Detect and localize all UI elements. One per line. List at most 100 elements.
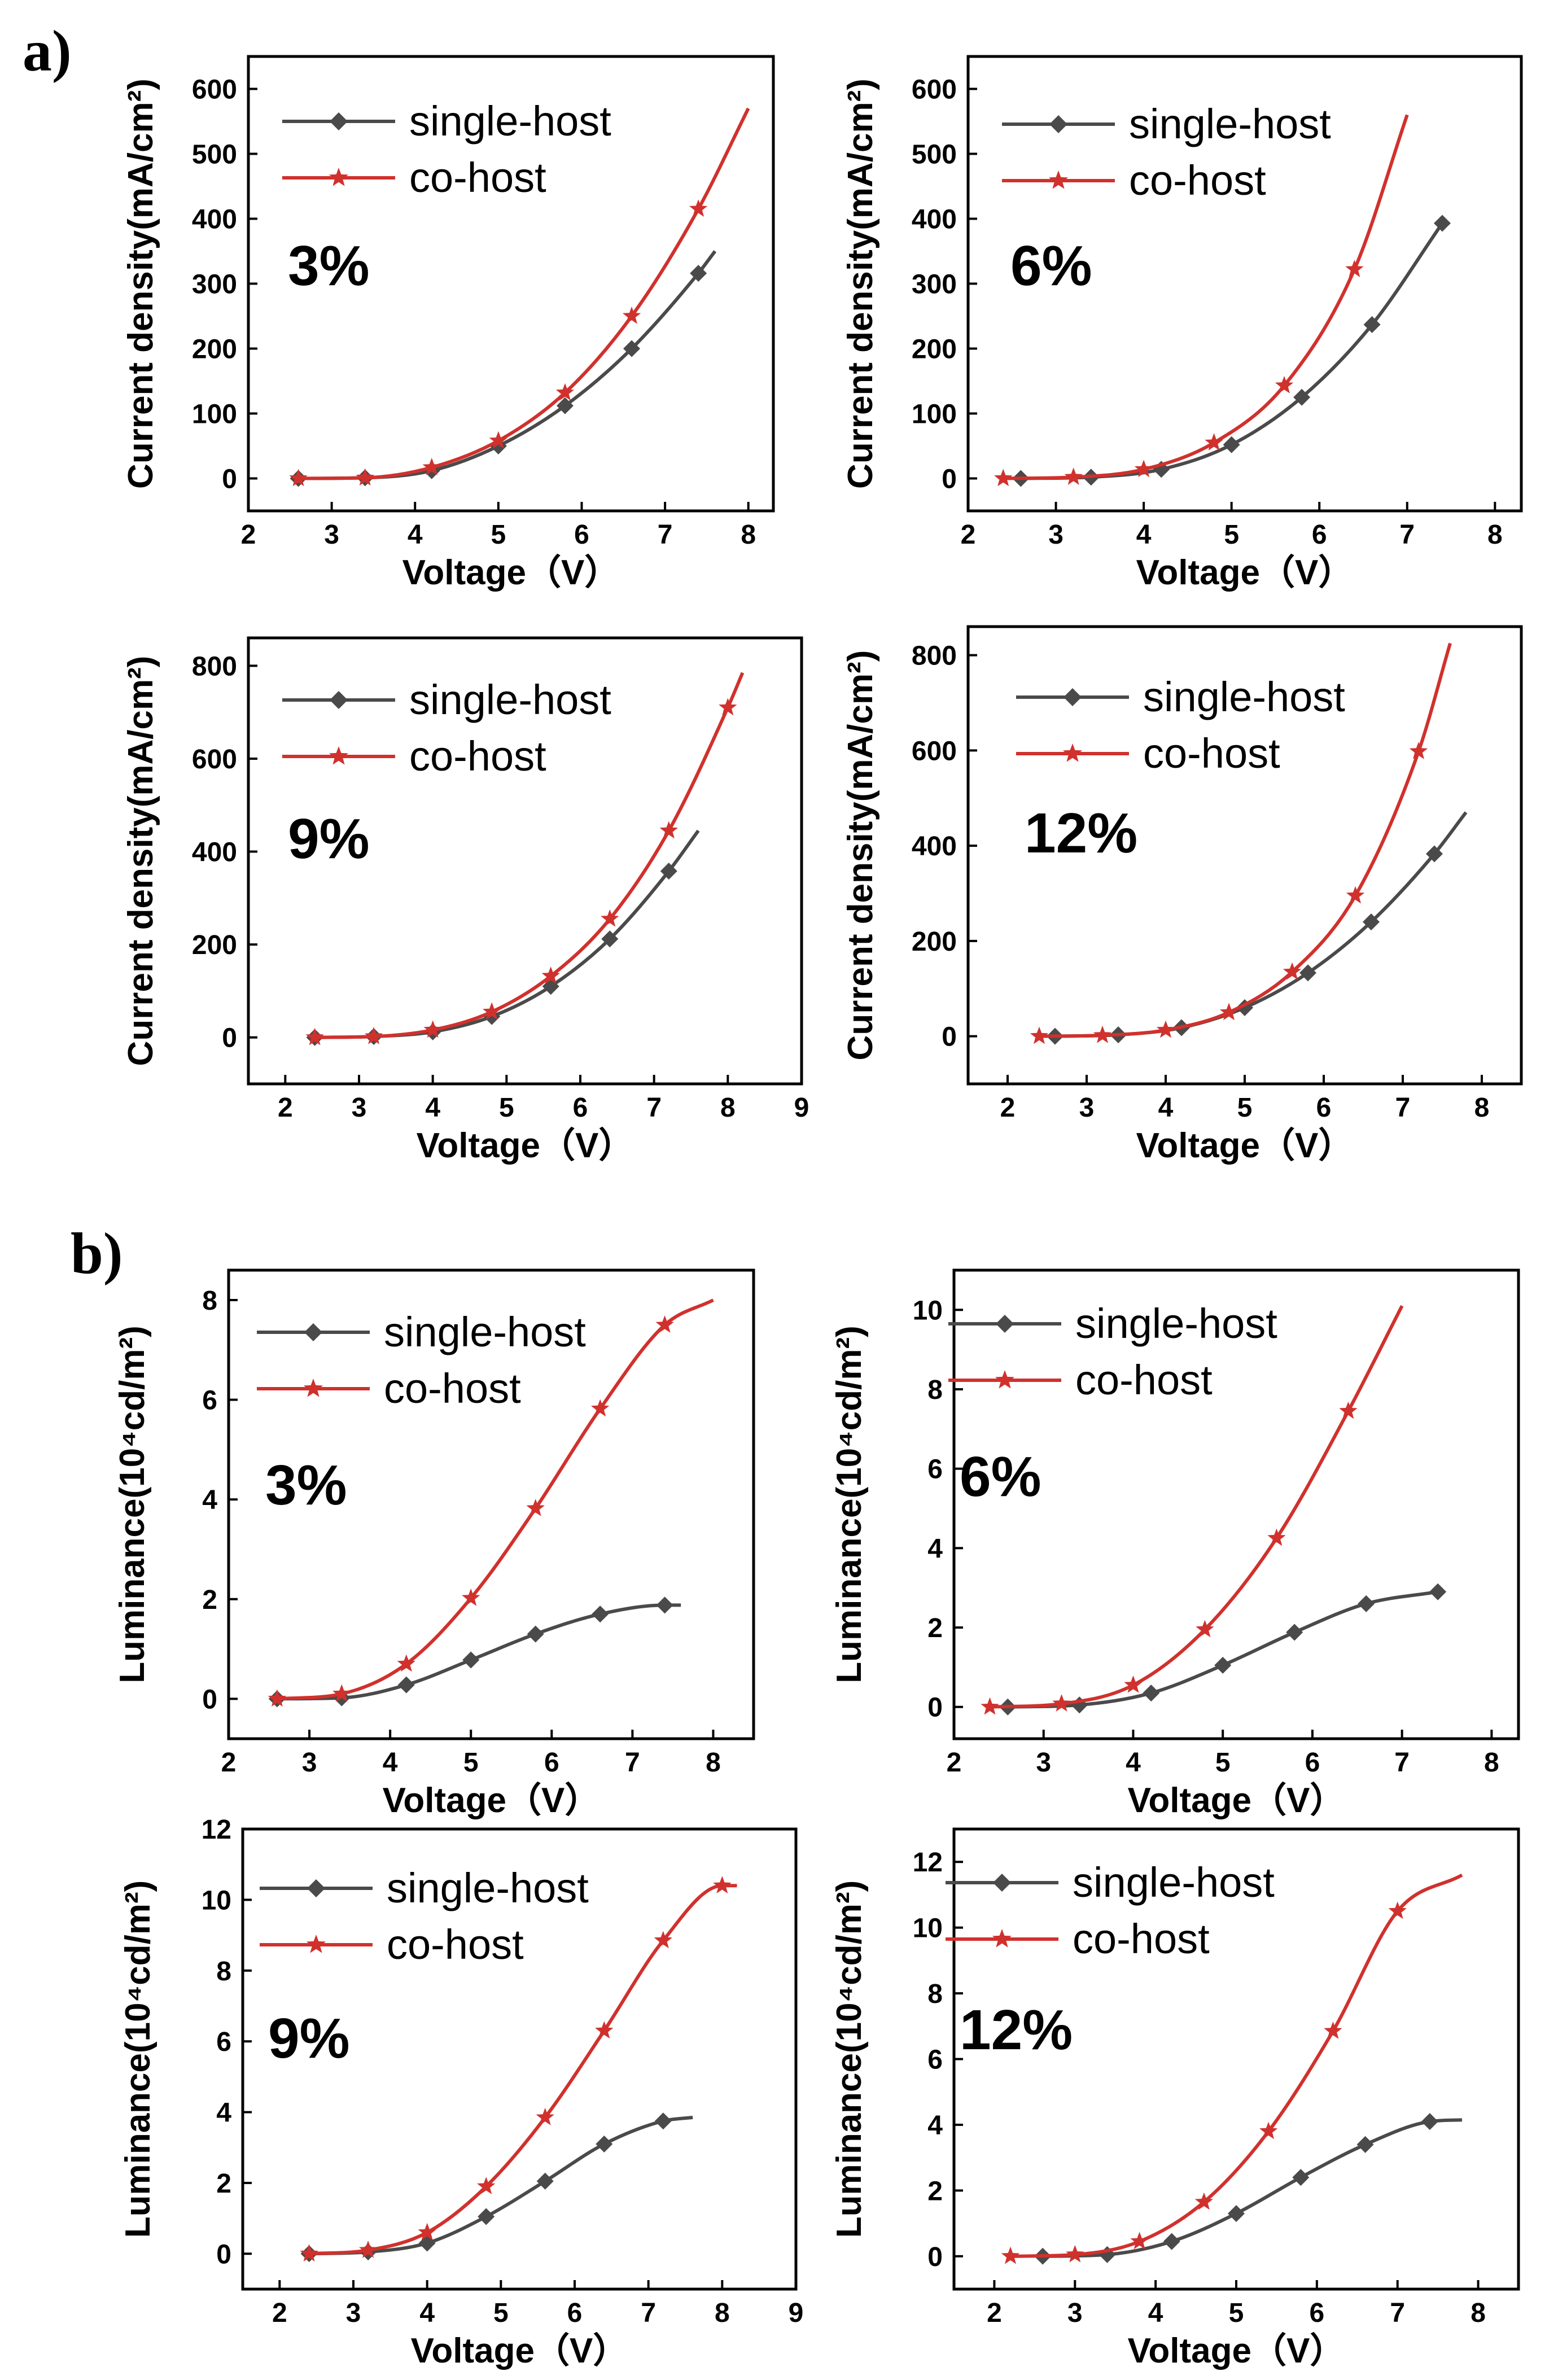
doping-annotation: 3% (288, 234, 370, 298)
x-tick-label: 4 (1136, 520, 1152, 550)
data-point-co-host (1339, 1401, 1358, 1419)
legend-marker-single-host (996, 1315, 1014, 1333)
x-tick-label: 4 (1126, 1748, 1141, 1778)
series-line-single-host (1043, 2118, 1463, 2258)
y-tick-label: 600 (192, 745, 237, 775)
y-tick-label: 8 (927, 1375, 943, 1405)
data-point-co-host (981, 1697, 999, 1715)
data-point-co-host (1196, 1620, 1214, 1638)
legend-label-single-host: single-host (1143, 673, 1345, 720)
y-tick-label: 800 (192, 651, 237, 681)
y-tick-label: 2 (927, 2176, 943, 2206)
x-tick-label: 4 (1148, 2298, 1163, 2328)
data-point-single-host (596, 2135, 613, 2152)
x-axis-title: Voltage（V） (1136, 553, 1354, 592)
x-tick-label: 2 (272, 2298, 287, 2328)
y-tick-label: 300 (912, 270, 957, 300)
x-tick-label: 6 (1305, 1748, 1320, 1778)
legend-marker-single-host (307, 1879, 325, 1897)
x-tick-label: 3 (346, 2298, 361, 2328)
x-tick-label: 5 (493, 2298, 509, 2328)
data-point-co-host (1346, 886, 1365, 904)
x-tick-label: 8 (741, 520, 756, 550)
chart-b-3: 2 3 4 5 6 7 8 0 2 4 6 8 Voltage（V） Luminance(10⁴cd/m²… (113, 1268, 755, 1820)
legend-label-single-host: single-host (1075, 1300, 1277, 1347)
y-tick-label: 8 (927, 1979, 943, 2009)
data-point-single-host (462, 1651, 480, 1669)
legend-marker-single-host (330, 112, 348, 130)
y-tick-label: 2 (216, 2169, 231, 2199)
data-point-co-host (1134, 460, 1153, 478)
x-tick-label: 2 (947, 1748, 962, 1778)
x-tick-label: 4 (1158, 1093, 1174, 1123)
data-point-co-host (659, 821, 678, 839)
y-axis-title: Current density(mA/cm²) (841, 650, 880, 1061)
y-tick-label: 0 (216, 2239, 231, 2269)
x-tick-label: 5 (463, 1748, 479, 1778)
x-tick-label: 5 (491, 520, 506, 550)
data-point-single-host (1434, 215, 1451, 232)
x-tick-label: 5 (1237, 1093, 1253, 1123)
y-tick-label: 6 (927, 1455, 943, 1485)
y-tick-label: 0 (202, 1685, 217, 1714)
series-line-single-host (277, 1603, 681, 1701)
y-tick-label: 10 (913, 1296, 943, 1325)
data-point-single-host (1358, 1595, 1375, 1612)
doping-annotation: 6% (960, 1445, 1041, 1508)
legend-label-co-host: co-host (1073, 1915, 1210, 1962)
y-tick-label: 100 (192, 400, 237, 430)
data-point-single-host (1363, 316, 1381, 333)
legend-label-single-host: single-host (384, 1309, 586, 1355)
data-point-co-host (356, 468, 374, 486)
y-tick-label: 400 (912, 205, 957, 235)
panel-label-a: a) (23, 19, 72, 84)
data-point-single-host (690, 265, 707, 282)
x-tick-label: 7 (658, 520, 673, 550)
x-tick-label: 3 (302, 1748, 317, 1778)
x-tick-label: 4 (408, 520, 423, 550)
chart-b-9: 2 3 4 5 6 7 8 9 0 2 4 6 8 10 12 Voltage（V） Luminance(10⁴… (119, 1815, 803, 2370)
data-point-single-host (660, 863, 677, 880)
doping-annotation: 12% (1025, 802, 1137, 865)
y-tick-label: 0 (927, 1693, 943, 1723)
y-tick-label: 6 (927, 2045, 943, 2075)
x-tick-label: 9 (789, 2298, 804, 2328)
data-point-co-host (359, 2241, 378, 2258)
data-point-co-host (1052, 1694, 1071, 1712)
data-point-co-host (422, 458, 441, 475)
y-tick-label: 4 (927, 2111, 943, 2141)
data-point-co-host (1324, 2022, 1342, 2039)
legend-marker-co-host (303, 1379, 323, 1397)
legend-marker-co-host (329, 746, 349, 765)
data-point-co-host (719, 698, 737, 716)
x-axis-title: Voltage（V） (411, 2331, 628, 2370)
y-tick-label: 200 (912, 927, 957, 957)
x-tick-label: 8 (1471, 2298, 1486, 2328)
data-point-single-host (1286, 1624, 1303, 1641)
data-point-co-host (1388, 1901, 1407, 1919)
panel-label-b: b) (71, 1221, 122, 1286)
data-point-single-host (1293, 388, 1311, 406)
legend-marker-co-host (1062, 743, 1083, 762)
x-tick-label: 9 (794, 1093, 809, 1123)
y-tick-label: 2 (202, 1585, 217, 1615)
data-point-co-host (555, 383, 575, 401)
legend-label-single-host: single-host (409, 98, 611, 145)
x-tick-label: 7 (641, 2298, 656, 2328)
chart-a-3: 2 3 4 5 6 7 8 0 100 200 300 400 500 600 Voltage（V） Curr… (121, 55, 775, 592)
plot-frame (952, 1268, 1520, 1740)
x-tick-label: 7 (625, 1748, 640, 1778)
data-point-co-host (654, 1931, 672, 1949)
y-axis-title: Luminance(10⁴cd/m²) (113, 1325, 152, 1683)
y-axis-title: Luminance(10⁴cd/m²) (830, 1325, 869, 1683)
y-tick-label: 4 (216, 2098, 231, 2128)
x-tick-label: 3 (1067, 2298, 1083, 2328)
y-tick-label: 2 (927, 1613, 943, 1643)
data-point-single-host (556, 397, 574, 414)
x-tick-label: 8 (706, 1748, 721, 1778)
legend-marker-single-host (993, 1874, 1011, 1892)
data-point-co-host (541, 966, 560, 984)
x-tick-label: 3 (352, 1093, 367, 1123)
y-tick-label: 0 (222, 465, 237, 495)
doping-annotation: 9% (268, 2007, 350, 2070)
